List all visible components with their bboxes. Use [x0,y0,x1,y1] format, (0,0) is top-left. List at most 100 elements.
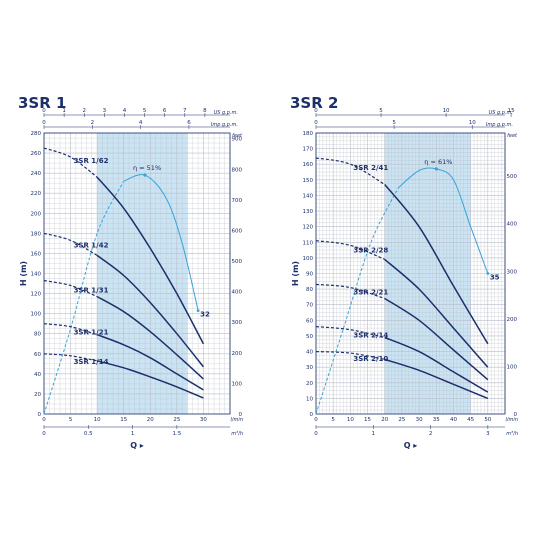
chart1-feet-tick-label: 400 [232,290,243,296]
chart2-y-tick-label: 180 [303,131,314,137]
chart1-plot-frame [43,132,231,415]
chart1-y-tick-label: 160 [31,251,42,257]
chart1-imp-gpm-tick-label: 0 [42,120,46,126]
chart1-feet-tick-label: 700 [232,198,243,204]
chart1-y-tick-label: 260 [31,151,42,157]
chart2-x-tick-label: 20 [381,417,388,423]
chart1-series-label: 3SR 1/14 [74,358,109,366]
chart1-imp-gpm-tick-label: 2 [91,120,95,126]
chart2-feet-tick-label: 200 [507,317,518,323]
chart2-y-tick-label: 20 [306,381,313,387]
chart1-y-tick-label: 60 [34,352,41,358]
chart2-imp-gpm-unit: Imp g.p.m. [486,122,513,128]
chart2-y-tick-label: 110 [303,240,314,246]
chart2-feet-tick-label: 500 [507,174,518,180]
chart2-y-tick-label: 80 [306,287,313,293]
chart1-pump-curve [96,333,204,391]
chart2-x-tick-label: 35 [433,417,440,423]
chart2-pump-curve [384,258,489,368]
chart2-us-gpm-tick-label: 5 [379,108,383,114]
chart2-pump-curve-dashed [315,351,385,360]
chart2-x-tick-label: 0 [314,417,318,423]
chart1-pump-curve-dashed [43,323,98,336]
chart2-x-tick-label: 15 [364,417,371,423]
chart1-feet-tick-label: 800 [232,167,243,173]
chart2-pump-curve [384,336,489,393]
chart1-y-tick-label: 120 [31,292,42,298]
chart2-pump-curve-dashed [315,157,386,186]
chart2-pump-curve-dashed [315,283,385,300]
chart2-feet-unit: feet [507,133,518,139]
chart2-pump-curve-dashed [315,240,385,260]
chart2-series-label: 3SR 2/10 [353,355,388,363]
chart1-y-tick-label: 220 [31,191,42,197]
chart1-feet-unit: feet [232,133,243,139]
chart2-m3h-unit: m³/h [506,431,518,437]
chart1-y-tick-label: 20 [34,392,41,398]
chart1-pump-curve-dashed [43,147,98,178]
chart2-imp-gpm-tick-label: 0 [314,120,318,126]
chart1-imp-gpm-tick-label: 4 [139,120,143,126]
chart2-y-tick-label: 140 [303,193,314,199]
chart2-x-tick-label: 10 [347,417,354,423]
chart1-y-tick-label: 280 [31,131,42,137]
chart2-lmin-unit: l/min [505,417,518,423]
chart2-efficiency-end-marker [486,272,490,275]
chart1-feet-tick-label: 500 [232,259,243,265]
chart2-efficiency-peak-marker [434,167,438,171]
chart1-x-tick-label: 30 [200,417,207,423]
chart2-y-tick-label: 10 [306,396,313,402]
chart1-us-gpm-tick-label: 7 [183,108,187,114]
chart1-feet-tick-label: 300 [232,320,243,326]
chart2-pump-curve [384,358,489,400]
chart1-us-gpm-tick-label: 3 [103,108,107,114]
chart1-m3h-tick-label: 0 [42,431,46,437]
chart1-y-tick-label: 180 [31,231,42,237]
chart2-m3h-tick-label: 3 [486,431,490,437]
chart2-pump-curve [384,297,489,381]
chart2-m3h-tick-label: 0 [314,431,318,437]
chart2-x-axis-label: Q ▸ [404,441,418,450]
chart2-y-tick-label: 120 [303,225,314,231]
chart1-efficiency-curve [123,174,199,311]
chart1-lmin-unit: l/min [230,417,243,423]
chart2-series-label: 3SR 2/28 [353,246,388,254]
chart1-x-tick-label: 15 [120,417,127,423]
chart2-feet-tick-label: 0 [514,412,518,418]
chart1-pump-curve [96,176,205,345]
chart1-y-tick-label: 100 [31,312,42,318]
chart2-pump-curve [384,184,489,345]
chart1-pump-curve [96,360,204,399]
chart1-series-label: 3SR 1/62 [74,157,109,165]
chart1-imp-gpm-tick-label: 6 [187,120,191,126]
chart2-us-gpm-tick-label: 0 [314,108,318,114]
chart1-x-tick-label: 0 [42,417,46,423]
chart2-series-label: 3SR 2/41 [353,164,388,172]
chart1-series-label: 3SR 1/31 [74,287,109,295]
chart1-y-tick-label: 40 [34,372,41,378]
chart2-us-gpm-tick-label: 10 [443,108,450,114]
chart1-us-gpm-unit: US g.p.m. [214,110,238,116]
chart1-y-axis-label: H (m) [19,261,28,286]
chart1-series-label: 3SR 1/21 [74,329,109,337]
chart2-y-tick-label: 50 [306,334,313,340]
chart2-x-tick-label: 5 [331,417,335,423]
chart1-us-gpm-tick-label: 6 [163,108,167,114]
chart1-m3h-tick-label: 1.5 [173,431,182,437]
chart2-title: 3SR 2 [290,94,338,112]
chart1-efficiency-label: η = 51% [133,164,161,172]
chart1-us-gpm-tick-label: 1 [62,108,66,114]
chart1-x-tick-label: 20 [147,417,154,423]
chart1-us-gpm-tick-label: 8 [203,108,207,114]
chart2-plot-frame [315,132,506,415]
chart1-us-gpm-tick-label: 4 [123,108,127,114]
chart1-us-gpm-tick-label: 5 [143,108,147,114]
chart2-feet-tick-label: 100 [507,364,518,370]
chart1-m3h-tick-label: 1 [131,431,135,437]
chart2-y-tick-label: 70 [306,303,313,309]
chart1-x-axis-label: Q ▸ [130,441,144,450]
chart2-us-gpm-unit: US g.p.m. [489,110,513,116]
chart2-pump-curve-dashed [315,326,385,339]
chart1-feet-tick-label: 600 [232,228,243,234]
